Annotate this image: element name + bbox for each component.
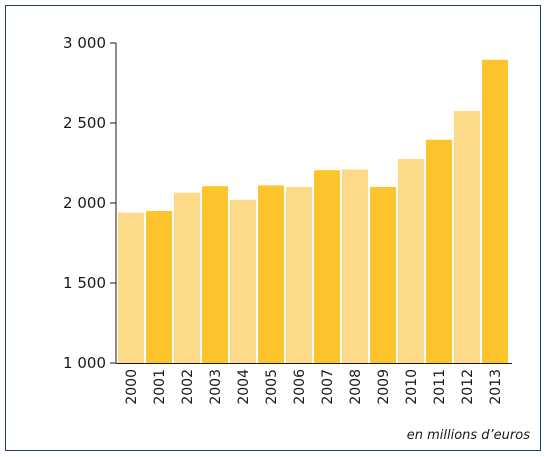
bar-2013 bbox=[482, 59, 508, 364]
x-tick-label-2003: 2003 bbox=[208, 369, 224, 405]
y-tick-label: 1 000 bbox=[63, 354, 106, 372]
x-tick-label-2005: 2005 bbox=[264, 369, 280, 405]
x-tick-label-2002: 2002 bbox=[180, 369, 196, 405]
y-ticks-group: 1 000 1 500 2 000 2 500 3 000 bbox=[63, 34, 116, 372]
x-tick-label-2004: 2004 bbox=[236, 369, 252, 405]
bar-2011 bbox=[426, 139, 452, 363]
x-tick-label-2011: 2011 bbox=[432, 369, 448, 405]
bar-2000 bbox=[118, 212, 144, 363]
x-tick-label-2010: 2010 bbox=[404, 369, 420, 405]
x-tick-label-2007: 2007 bbox=[320, 369, 336, 405]
bar-2009 bbox=[370, 187, 396, 363]
bar-2007 bbox=[314, 170, 340, 363]
bar-2004 bbox=[230, 199, 256, 363]
y-tick-label: 2 000 bbox=[63, 194, 106, 212]
bar-2005 bbox=[258, 185, 284, 363]
y-tick-label: 3 000 bbox=[63, 34, 106, 52]
x-tick-label-2012: 2012 bbox=[460, 369, 476, 405]
y-tick-label: 2 500 bbox=[63, 114, 106, 132]
bar-2002 bbox=[174, 192, 200, 363]
bar-2010 bbox=[398, 159, 424, 363]
x-tick-label-2009: 2009 bbox=[376, 369, 392, 405]
bar-2006 bbox=[286, 187, 312, 363]
x-tick-label-2013: 2013 bbox=[488, 369, 504, 405]
x-tick-label-2001: 2001 bbox=[152, 369, 168, 405]
unit-note: en millions d’euros bbox=[406, 428, 530, 443]
bar-2001 bbox=[146, 211, 172, 363]
x-tick-label-2008: 2008 bbox=[348, 369, 364, 405]
bar-2008 bbox=[342, 169, 368, 363]
x-labels-group: 2000 2001 2002 2003 2004 2005 2006 2007 2008 2009… bbox=[124, 369, 504, 405]
x-tick-label-2000: 2000 bbox=[124, 369, 140, 405]
bar-2003 bbox=[202, 186, 228, 363]
y-tick-label: 1 500 bbox=[63, 274, 106, 292]
x-tick-label-2006: 2006 bbox=[292, 369, 308, 405]
bars-group bbox=[118, 59, 508, 364]
bar-2012 bbox=[454, 111, 480, 363]
